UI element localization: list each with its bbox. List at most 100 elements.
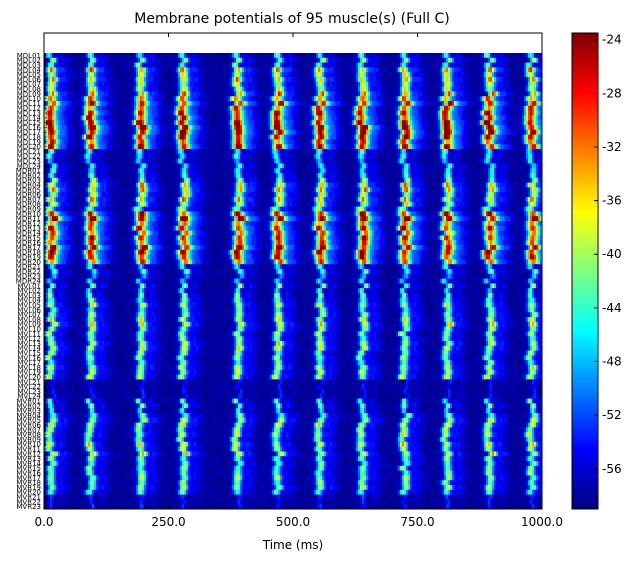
heatmap-cell <box>92 101 94 106</box>
heatmap-cell <box>344 135 346 140</box>
heatmap-cell <box>518 135 520 140</box>
heatmap-cell <box>480 72 482 77</box>
heatmap-cell <box>204 101 206 106</box>
heatmap-cell <box>210 101 212 106</box>
heatmap-cell <box>414 82 416 87</box>
heatmap-cell <box>246 67 248 72</box>
heatmap-cell <box>320 58 322 63</box>
heatmap-cell <box>156 101 158 106</box>
heatmap-cell <box>440 120 442 125</box>
heatmap-cell <box>454 106 456 111</box>
heatmap-cell <box>90 91 92 96</box>
heatmap-cell <box>290 106 292 111</box>
heatmap-cell <box>164 53 166 58</box>
heatmap-cell <box>70 77 72 82</box>
heatmap-cell <box>334 135 336 140</box>
heatmap-cell <box>492 120 494 125</box>
heatmap-cell <box>378 111 380 116</box>
heatmap-cell <box>196 58 198 63</box>
heatmap-cell <box>530 120 532 125</box>
heatmap-cell <box>426 67 428 72</box>
heatmap-cell <box>496 139 498 144</box>
heatmap-cell <box>446 87 448 92</box>
heatmap-cell <box>66 120 68 125</box>
heatmap-cell <box>154 139 156 144</box>
heatmap-cell <box>250 144 252 149</box>
heatmap-cell <box>212 101 214 106</box>
heatmap-cell <box>326 87 328 92</box>
heatmap-cell <box>124 63 126 68</box>
heatmap-cell <box>352 139 354 144</box>
heatmap-cell <box>84 115 86 120</box>
heatmap-cell <box>312 130 314 135</box>
heatmap-cell <box>512 130 514 135</box>
heatmap-cell <box>398 144 400 149</box>
heatmap-cell <box>536 111 538 116</box>
heatmap-cell <box>80 111 82 116</box>
heatmap-cell <box>194 63 196 68</box>
heatmap-cell <box>86 111 88 116</box>
heatmap-cell <box>344 53 346 58</box>
heatmap-cell <box>198 130 200 135</box>
heatmap-cell <box>118 91 120 96</box>
heatmap-cell <box>450 96 452 101</box>
heatmap-cell <box>144 82 146 87</box>
heatmap-cell <box>486 115 488 120</box>
heatmap-cell <box>64 111 66 116</box>
heatmap-cell <box>204 58 206 63</box>
heatmap-cell <box>530 53 532 58</box>
heatmap-cell <box>286 63 288 68</box>
heatmap-cell <box>198 135 200 140</box>
heatmap-cell <box>186 144 188 149</box>
heatmap-cell <box>368 91 370 96</box>
heatmap-cell <box>420 72 422 77</box>
heatmap-cell <box>222 111 224 116</box>
heatmap-cell <box>52 101 54 106</box>
heatmap-cell <box>246 135 248 140</box>
heatmap-cell <box>382 115 384 120</box>
heatmap-cell <box>224 144 226 149</box>
heatmap-cell <box>240 139 242 144</box>
heatmap-cell <box>294 63 296 68</box>
heatmap-cell <box>360 72 362 77</box>
heatmap-cell <box>188 120 190 125</box>
heatmap-cell <box>214 67 216 72</box>
heatmap-cell <box>210 53 212 58</box>
heatmap-cell <box>234 101 236 106</box>
heatmap-cell <box>468 91 470 96</box>
heatmap-cell <box>354 67 356 72</box>
heatmap-cell <box>82 58 84 63</box>
heatmap-cell <box>74 63 76 68</box>
heatmap-cell <box>206 130 208 135</box>
heatmap-cell <box>292 91 294 96</box>
heatmap-cell <box>280 53 282 58</box>
heatmap-cell <box>364 58 366 63</box>
heatmap-cell <box>56 53 58 58</box>
heatmap-cell <box>326 82 328 87</box>
heatmap-cell <box>538 139 540 144</box>
heatmap-cell <box>384 135 386 140</box>
heatmap-cell <box>56 125 58 130</box>
heatmap-cell <box>92 135 94 140</box>
heatmap-cell <box>482 77 484 82</box>
heatmap-cell <box>312 67 314 72</box>
heatmap-cell <box>416 77 418 82</box>
heatmap-cell <box>366 115 368 120</box>
heatmap-cell <box>94 67 96 72</box>
heatmap-cell <box>288 53 290 58</box>
heatmap-cell <box>512 111 514 116</box>
heatmap-cell <box>48 91 50 96</box>
heatmap-cell <box>50 125 52 130</box>
heatmap-cell <box>376 58 378 63</box>
heatmap-cell <box>444 101 446 106</box>
heatmap-cell <box>522 53 524 58</box>
heatmap-cell <box>474 106 476 111</box>
heatmap-cell <box>342 111 344 116</box>
heatmap-cell <box>388 53 390 58</box>
heatmap-cell <box>156 58 158 63</box>
heatmap-cell <box>320 120 322 125</box>
heatmap-cell <box>234 120 236 125</box>
heatmap-cell <box>350 120 352 125</box>
heatmap-cell <box>196 106 198 111</box>
heatmap-cell <box>122 101 124 106</box>
